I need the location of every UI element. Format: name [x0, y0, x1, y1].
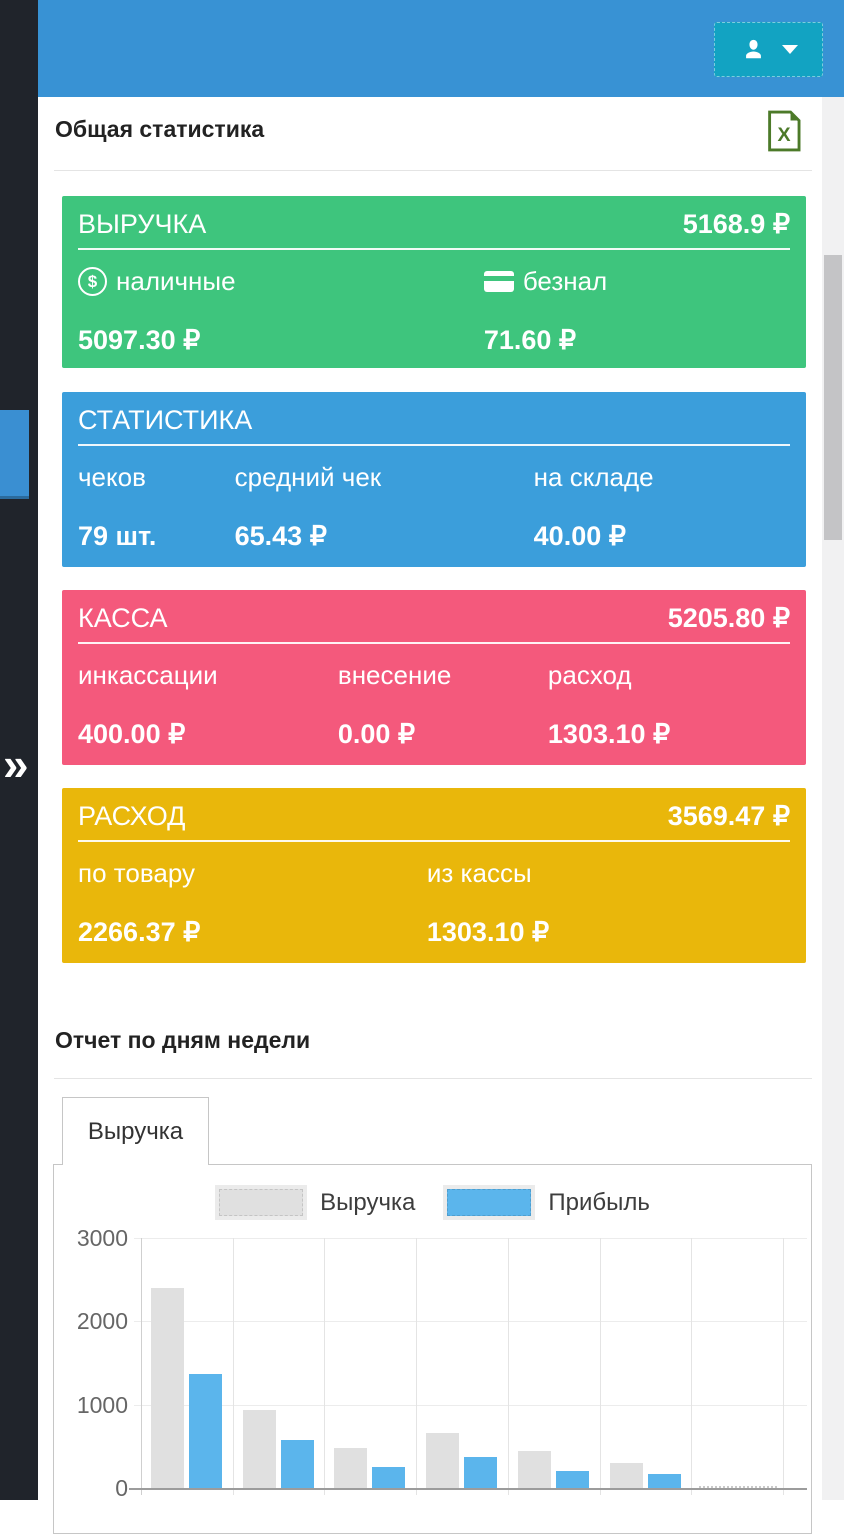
bar-series-1 — [647, 1474, 681, 1488]
bar-series-1 — [555, 1471, 589, 1488]
legend-swatch-profit — [443, 1185, 536, 1220]
excel-x-glyph: X — [777, 124, 790, 146]
card-item-label: расход — [547, 660, 632, 690]
sidebar-active-item[interactable] — [0, 410, 29, 499]
user-icon — [740, 36, 767, 63]
divider — [54, 170, 812, 171]
card-item-label: наличные — [116, 266, 236, 296]
h-gridline — [134, 1404, 807, 1406]
y-axis-tick-label: 1000 — [76, 1391, 128, 1418]
card-item-label: инкассации — [78, 660, 218, 690]
card-item-label: чеков — [78, 462, 146, 492]
bar-series-0 — [151, 1288, 184, 1488]
legend-label: Выручка — [320, 1188, 416, 1216]
card-title: СТАТИСТИКА — [78, 405, 253, 435]
v-gridline — [324, 1238, 326, 1495]
x-axis-line — [129, 1488, 807, 1490]
card-item-label: на складе — [533, 462, 654, 492]
card-item-value: 400.00 ₽ — [78, 719, 186, 749]
card-statistics: СТАТИСТИКА чеков средний чек на складе 7… — [62, 392, 806, 567]
divider — [78, 642, 790, 644]
legend-item-profit: Прибыль — [443, 1185, 650, 1220]
chart-legend: Выручка Прибыль — [54, 1185, 811, 1220]
card-item-value: 0.00 ₽ — [337, 719, 416, 749]
legend-item-revenue: Выручка — [215, 1185, 415, 1220]
card-title: РАСХОД — [78, 801, 186, 831]
card-item-label: средний чек — [234, 462, 382, 492]
dollar-circle-icon: $ — [78, 267, 107, 296]
bar-series-1 — [280, 1440, 314, 1488]
y-axis-tick-label: 2000 — [76, 1308, 128, 1335]
card-item-value: 40.00 ₽ — [533, 521, 626, 551]
v-gridline — [782, 1238, 784, 1495]
v-gridline — [507, 1238, 509, 1495]
report-section-title: Отчет по дням недели — [55, 1027, 311, 1053]
divider — [78, 444, 790, 446]
user-menu-button[interactable] — [714, 22, 823, 77]
divider — [54, 1078, 812, 1079]
export-excel-button[interactable]: X — [767, 110, 801, 152]
tab-revenue[interactable]: Выручка — [62, 1097, 209, 1165]
card-total: 5205.80 ₽ — [667, 603, 790, 633]
card-item-label: по товару — [78, 858, 195, 888]
card-item-value: 1303.10 ₽ — [547, 719, 671, 749]
bar-series-0 — [334, 1448, 368, 1488]
sidebar: » — [0, 0, 38, 1500]
bar-series-1 — [464, 1457, 498, 1488]
v-gridline — [599, 1238, 601, 1495]
v-gridline — [691, 1238, 693, 1495]
card-expense: РАСХОД 3569.47 ₽ по товару из кассы 2266… — [62, 788, 806, 963]
chart-panel: Выручка Прибыль 0 1000 2000 3000 — [53, 1164, 812, 1534]
bar-chart: 0 1000 2000 3000 — [54, 1165, 811, 1533]
bar-series-0 — [426, 1433, 460, 1488]
card-cashbox: КАССА 5205.80 ₽ инкассации внесение расх… — [62, 590, 806, 765]
y-axis-tick-label: 3000 — [76, 1225, 128, 1251]
card-title: КАССА — [78, 603, 168, 633]
top-bar — [38, 0, 844, 97]
bar-series-0 — [242, 1410, 276, 1488]
card-total: 5168.9 ₽ — [682, 209, 790, 239]
sidebar-expand-icon[interactable]: » — [3, 738, 29, 790]
card-revenue: ВЫРУЧКА 5168.9 ₽ $ наличные безнал 5097.… — [62, 196, 806, 368]
scrollbar-thumb[interactable] — [824, 255, 842, 540]
card-total: 3569.47 ₽ — [667, 801, 790, 831]
divider — [78, 840, 790, 842]
card-item-label: внесение — [337, 660, 452, 690]
zero-value-bar-line — [699, 1486, 778, 1488]
h-gridline — [134, 1238, 807, 1239]
card-item-label: из кассы — [426, 858, 532, 888]
card-item-value: 65.43 ₽ — [234, 521, 327, 551]
bar-series-0 — [517, 1451, 551, 1488]
legend-swatch-revenue — [215, 1185, 308, 1220]
legend-label: Прибыль — [548, 1188, 650, 1216]
stats-section-title: Общая статистика — [55, 116, 265, 142]
v-gridline — [141, 1238, 142, 1495]
card-item-value: 79 шт. — [78, 521, 157, 551]
v-gridline — [416, 1238, 418, 1495]
card-item-label: безнал — [522, 266, 608, 296]
caret-down-icon — [781, 45, 798, 54]
h-gridline — [134, 1321, 807, 1323]
divider — [78, 248, 790, 250]
credit-card-icon — [483, 271, 514, 292]
bar-series-0 — [609, 1463, 643, 1488]
bar-series-1 — [189, 1374, 222, 1488]
y-axis-tick-label: 0 — [115, 1475, 128, 1501]
card-item-value: 71.60 ₽ — [483, 325, 577, 355]
card-item-value: 2266.37 ₽ — [78, 917, 201, 947]
card-title: ВЫРУЧКА — [78, 209, 207, 239]
v-gridline — [232, 1238, 234, 1495]
card-item-value: 5097.30 ₽ — [78, 325, 201, 355]
scrollbar-track[interactable] — [822, 97, 844, 1500]
card-item-value: 1303.10 ₽ — [426, 917, 550, 947]
bar-series-1 — [372, 1467, 406, 1488]
